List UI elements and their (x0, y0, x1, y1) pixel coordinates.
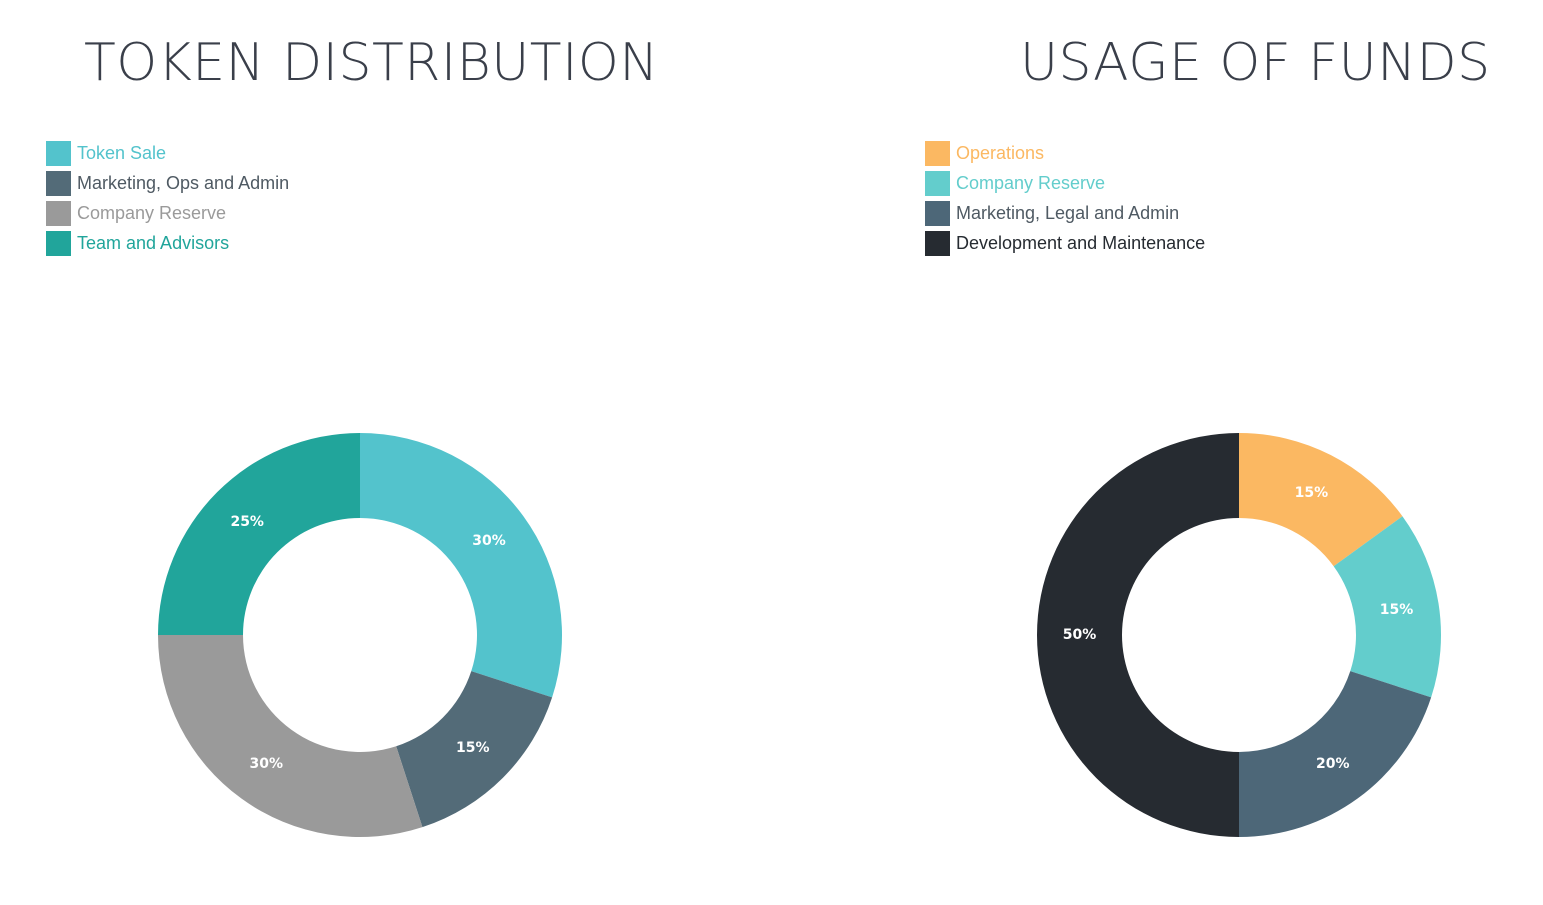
slice-percent-label: 30% (249, 756, 283, 772)
slice-percent-label: 30% (472, 533, 506, 549)
token-distribution-donut: 30% 15% 30% 25% (158, 433, 562, 837)
donut-slice-marketing-legal-and-admin[interactable] (1239, 671, 1432, 837)
slice-percent-label: 20% (1316, 756, 1350, 772)
slice-percent-label: 15% (456, 740, 490, 756)
legend-item-company-reserve[interactable]: Company Reserve (46, 198, 289, 228)
donut-slice-token-sale[interactable] (360, 433, 562, 698)
legend-item-company-reserve[interactable]: Company Reserve (925, 168, 1205, 198)
slice-percent-label: 50% (1063, 627, 1097, 643)
slice-percent-label: 25% (230, 514, 264, 530)
legend-label: Marketing, Ops and Admin (77, 172, 290, 193)
legend-swatch (46, 200, 71, 226)
legend-label: Company Reserve (956, 172, 1106, 193)
legend-item-token-sale[interactable]: Token Sale (46, 138, 289, 168)
legend-swatch (925, 230, 950, 256)
usage-of-funds-donut: 15% 15% 20% 50% (1037, 433, 1441, 837)
donut-slice-team-and-advisors[interactable] (158, 433, 360, 635)
donut-slice-marketing-ops-and-admin[interactable] (396, 671, 553, 828)
legend-swatch (46, 170, 71, 196)
legend-swatch (925, 200, 950, 226)
legend-item-operations[interactable]: Operations (925, 138, 1205, 168)
legend-item-team-advisors[interactable]: Team and Advisors (46, 228, 289, 258)
legend-item-development-maintenance[interactable]: Development and Maintenance (925, 228, 1205, 258)
donut-slice-operations[interactable] (1239, 433, 1403, 567)
legend-swatch (46, 230, 71, 256)
legend-swatch (46, 140, 71, 166)
slice-percent-label: 15% (1295, 485, 1329, 501)
legend-label: Team and Advisors (77, 232, 230, 253)
donut-slice-development-and-maintenance[interactable] (1037, 433, 1239, 837)
token-distribution-legend: Token Sale Marketing, Ops and Admin Comp… (46, 138, 289, 258)
token-distribution-panel: TOKEN DISTRIBUTION Token Sale Marketing,… (0, 0, 771, 905)
donut-slice-company-reserve[interactable] (158, 635, 423, 837)
legend-item-marketing-ops-admin[interactable]: Marketing, Ops and Admin (46, 168, 289, 198)
usage-of-funds-legend: Operations Company Reserve Marketing, Le… (925, 138, 1205, 258)
legend-label: Token Sale (77, 142, 167, 163)
slice-percent-label: 15% (1380, 602, 1414, 618)
legend-swatch (925, 170, 950, 196)
legend-label: Marketing, Legal and Admin (956, 202, 1180, 223)
legend-item-marketing-legal-admin[interactable]: Marketing, Legal and Admin (925, 198, 1205, 228)
usage-of-funds-title: USAGE OF FUNDS (1020, 33, 1491, 93)
legend-label: Company Reserve (77, 202, 227, 223)
legend-label: Development and Maintenance (956, 232, 1206, 253)
legend-swatch (925, 140, 950, 166)
token-distribution-title: TOKEN DISTRIBUTION (84, 33, 659, 93)
usage-of-funds-panel: USAGE OF FUNDS Operations Company Reserv… (771, 0, 1542, 905)
legend-label: Operations (956, 142, 1045, 163)
donut-slice-company-reserve[interactable] (1333, 516, 1441, 698)
